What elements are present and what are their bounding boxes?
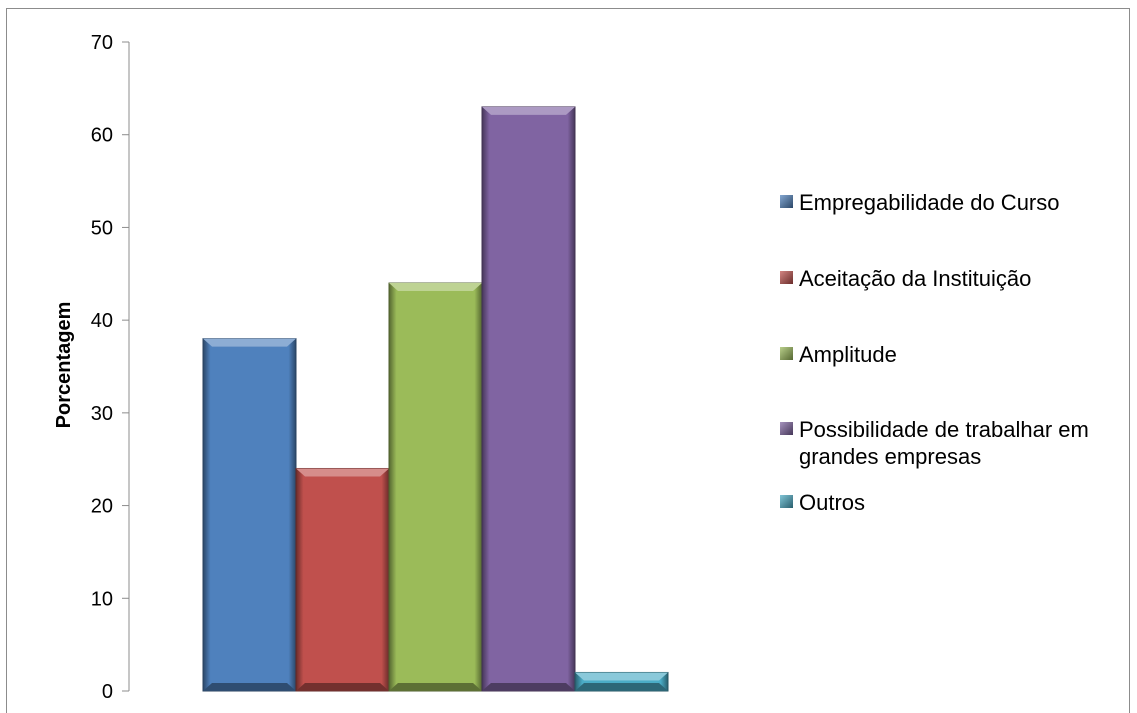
legend-swatch <box>780 271 793 284</box>
bar-bevel-bottom <box>203 683 296 691</box>
legend: Empregabilidade do Curso Aceitação da Ins… <box>780 190 1089 515</box>
legend-swatch <box>780 422 793 435</box>
bar-body <box>388 282 483 692</box>
y-tick-label: 60 <box>91 125 113 147</box>
legend-label: Aceitação da Instituição <box>799 266 1031 291</box>
bar-bevel-top <box>575 672 668 681</box>
legend-item-1: Empregabilidade do Curso <box>780 190 1060 215</box>
bar-3 <box>388 282 483 692</box>
legend-label: Possibilidade de trabalhar em grandes emp… <box>799 417 1089 469</box>
bar-body <box>481 106 576 692</box>
bar-bevel-bottom <box>482 683 575 691</box>
legend-label: Amplitude <box>799 342 897 367</box>
y-tick-label: 40 <box>91 310 113 332</box>
y-tick-label: 50 <box>91 217 113 239</box>
y-tick-label: 30 <box>91 403 113 425</box>
y-tick-label: 70 <box>91 32 113 54</box>
bar-bevel-top <box>203 338 296 347</box>
bar-2 <box>295 467 390 692</box>
bar-body <box>202 338 297 692</box>
bar-1 <box>202 338 297 692</box>
bar-bevel-top <box>482 106 575 115</box>
bar-4 <box>481 106 576 692</box>
axes: 0 10 20 30 40 50 60 70 <box>91 32 130 703</box>
legend-item-4: Possibilidade de trabalhar em grandes emp… <box>780 417 1089 469</box>
y-tick-label: 20 <box>91 496 113 518</box>
legend-label: Empregabilidade do Curso <box>799 190 1060 215</box>
y-tick-label: 10 <box>91 588 113 610</box>
bar-bevel-top <box>296 468 389 477</box>
bars <box>202 106 669 692</box>
legend-label: Outros <box>799 490 865 515</box>
bar-bevel-bottom <box>389 683 482 691</box>
legend-swatch <box>780 495 793 508</box>
legend-item-5: Outros <box>780 490 865 515</box>
bar-body <box>295 467 390 692</box>
legend-item-3: Amplitude <box>780 342 897 367</box>
legend-swatch <box>780 347 793 360</box>
y-tick-label: 0 <box>102 681 113 703</box>
bar-bevel-top <box>389 283 482 292</box>
legend-item-2: Aceitação da Instituição <box>780 266 1031 291</box>
y-axis-label: Porcentagem <box>53 302 75 429</box>
legend-swatch <box>780 195 793 208</box>
bar-bevel-bottom <box>575 683 668 691</box>
bar-5 <box>574 671 669 692</box>
bar-bevel-bottom <box>296 683 389 691</box>
